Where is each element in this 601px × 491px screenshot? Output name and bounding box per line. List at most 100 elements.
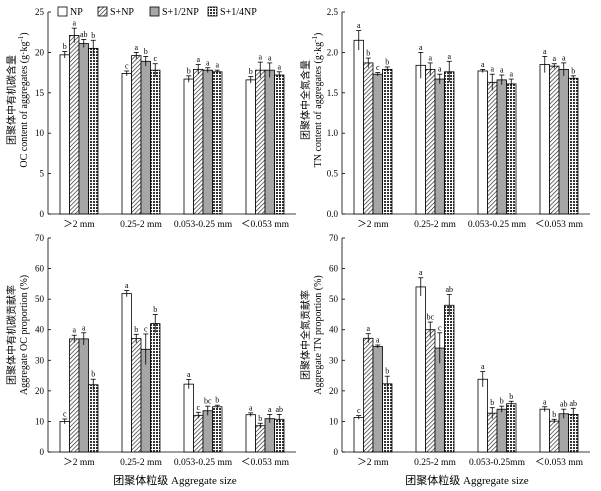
significance-label: c <box>438 323 442 332</box>
legend-swatch-s-half-np <box>149 6 160 17</box>
significance-label: ab <box>445 285 453 294</box>
significance-label: a <box>277 62 281 71</box>
significance-label: b <box>91 31 95 40</box>
significance-label: b <box>509 392 513 401</box>
significance-label: b <box>187 66 191 75</box>
bar <box>382 68 393 215</box>
legend: NP S+NP S+1/2NP S+1/4NP <box>57 6 257 18</box>
bar <box>59 54 70 215</box>
ylabel-cn: 团聚体中有机碳含量 <box>5 55 18 145</box>
significance-label: a <box>543 397 547 406</box>
x-tick-label: 0.25-2 mm <box>120 458 162 468</box>
y-tick-label: 10 <box>329 416 339 426</box>
bar <box>255 425 266 453</box>
bar <box>372 346 383 453</box>
bar <box>69 35 80 215</box>
ylabel-cn: 团聚体中全氮贡献率 <box>299 290 312 380</box>
ylabel-en-sup: -1 <box>17 35 25 41</box>
significance-label: a <box>438 65 442 74</box>
x-tick-label: ＞2 mm <box>357 220 389 230</box>
significance-label: a <box>268 405 272 414</box>
bar <box>558 413 569 453</box>
xlabel-right: 团聚体粒级 Aggregate size <box>405 473 529 487</box>
significance-label: c <box>144 324 148 333</box>
significance-label: a <box>376 336 380 345</box>
x-tick-label: 0.053-0.25 mm <box>468 220 527 230</box>
x-tick-label: ＜0.053 mm <box>241 458 290 468</box>
ylabel-en: Aggregate TN proportion (%) <box>313 275 324 395</box>
y-tick-label: 0 <box>334 447 339 457</box>
significance-label: bc <box>204 397 212 406</box>
bar <box>202 410 213 453</box>
significance-label: c <box>196 403 200 412</box>
ylabel-en-sup: -1 <box>311 36 319 42</box>
significance-label: ab <box>560 400 568 409</box>
ylabel-en-close: ) <box>313 33 324 36</box>
bar <box>264 69 275 215</box>
bar <box>568 77 579 215</box>
ylabel-en: Aggregate OC proportion (%) <box>19 275 30 395</box>
legend-swatch-np <box>57 6 68 17</box>
bar <box>183 78 194 215</box>
y-tick-label: 70 <box>329 233 339 243</box>
y-tick-label: 10 <box>35 128 45 138</box>
y-tick-label: 1.5 <box>327 88 339 98</box>
x-tick-label: 0.053-0.25mm <box>469 458 526 468</box>
significance-label: a <box>562 53 566 62</box>
significance-label: c <box>376 63 380 72</box>
y-tick-label: 0.0 <box>327 209 339 219</box>
legend-label-s-half-np: S+1/2NP <box>162 7 199 18</box>
y-tick-label: 60 <box>329 264 339 274</box>
legend-swatch-s-quarter-np <box>207 6 218 17</box>
legend-label-s-quarter-np: S+1/4NP <box>220 7 257 18</box>
significance-label: a <box>481 362 485 371</box>
bar <box>193 68 204 215</box>
y-tick-label: 25 <box>35 7 45 17</box>
ylabel-cn: 团聚体中全氮含量 <box>299 60 312 140</box>
bar <box>558 68 569 215</box>
bar <box>363 62 374 215</box>
bar <box>434 347 445 453</box>
significance-label: c <box>63 409 67 418</box>
significance-label: a <box>206 58 210 67</box>
significance-label: b <box>134 325 138 334</box>
significance-label: a <box>215 61 219 70</box>
y-tick-label: 40 <box>35 325 45 335</box>
bar <box>274 74 285 215</box>
significance-label: c <box>153 54 157 63</box>
bar <box>434 78 445 215</box>
bar <box>382 383 393 453</box>
y-tick-label: 1.0 <box>327 128 339 138</box>
y-tick-label: 60 <box>35 264 45 274</box>
significance-label: b <box>249 67 253 76</box>
significance-label: a <box>419 43 423 52</box>
significance-label: a <box>134 43 138 52</box>
bar <box>150 323 161 453</box>
bar <box>444 304 455 453</box>
significance-label: a <box>125 281 129 290</box>
y-tick-label: 20 <box>329 386 339 396</box>
y-tick-label: 30 <box>329 355 339 365</box>
significance-label: b <box>258 414 262 423</box>
significance-label: a <box>268 53 272 62</box>
significance-label: b <box>500 397 504 406</box>
bar <box>549 420 560 453</box>
bar <box>487 81 498 215</box>
significance-label: a <box>72 19 76 28</box>
bar <box>121 73 132 215</box>
significance-label: b <box>571 66 575 75</box>
significance-label: b <box>552 410 556 419</box>
x-tick-label: 0.053-0.25 mm <box>174 220 233 230</box>
significance-label: b <box>153 305 157 314</box>
significance-label: a <box>419 268 423 277</box>
bar <box>88 47 99 215</box>
chart-tn-content: 团聚体中全氮含量 TN content of aggregates (g·kg-… <box>299 7 590 230</box>
y-tick-label: 50 <box>35 294 45 304</box>
significance-label: b <box>91 370 95 379</box>
bar <box>131 338 142 453</box>
bar <box>140 60 151 215</box>
significance-label: bc <box>426 313 434 322</box>
